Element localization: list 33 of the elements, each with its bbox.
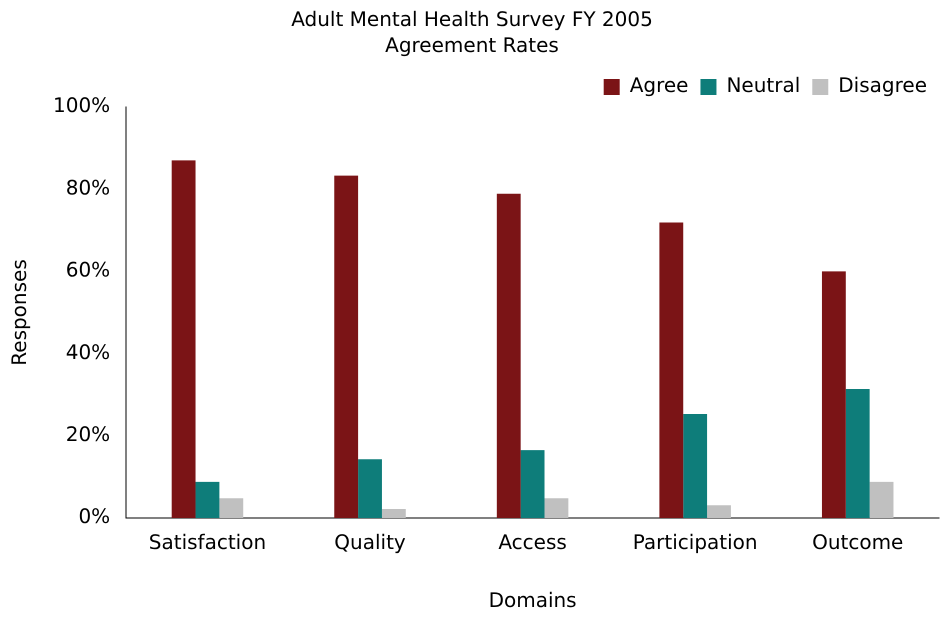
x-tick-label: Quality [334,530,406,554]
chart-title: Adult Mental Health Survey FY 2005 [291,7,653,32]
bar [659,222,684,518]
bar [846,388,870,518]
y-tick-label: 0% [78,504,110,528]
bar [870,482,894,518]
x-tick-label: Participation [632,530,758,554]
legend-label: Disagree [838,73,928,98]
x-tick-label: Outcome [812,530,904,554]
y-axis-title: Responses [7,259,32,366]
legend-label: Neutral [726,73,800,98]
x-axis-title: Domains [488,588,577,612]
bar [496,194,521,518]
chart-subtitle: Agreement Rates [385,33,559,58]
bar [822,271,846,518]
bar [334,176,358,518]
bar [683,414,708,518]
x-tick-label: Satisfaction [148,530,266,554]
bar [172,160,196,518]
y-tick-label: 60% [66,258,110,282]
bar [520,450,545,518]
y-tick-label: 100% [52,93,110,118]
y-tick-label: 80% [66,175,110,200]
bar [196,482,220,518]
bar [544,498,568,518]
y-tick-label: 40% [66,340,110,364]
y-tick-label: 20% [66,422,110,446]
bar [219,498,244,518]
bar [358,459,382,518]
bar [707,505,731,518]
x-tick-label: Access [498,530,567,554]
legend-label: Agree [630,73,688,98]
bar [382,508,406,518]
